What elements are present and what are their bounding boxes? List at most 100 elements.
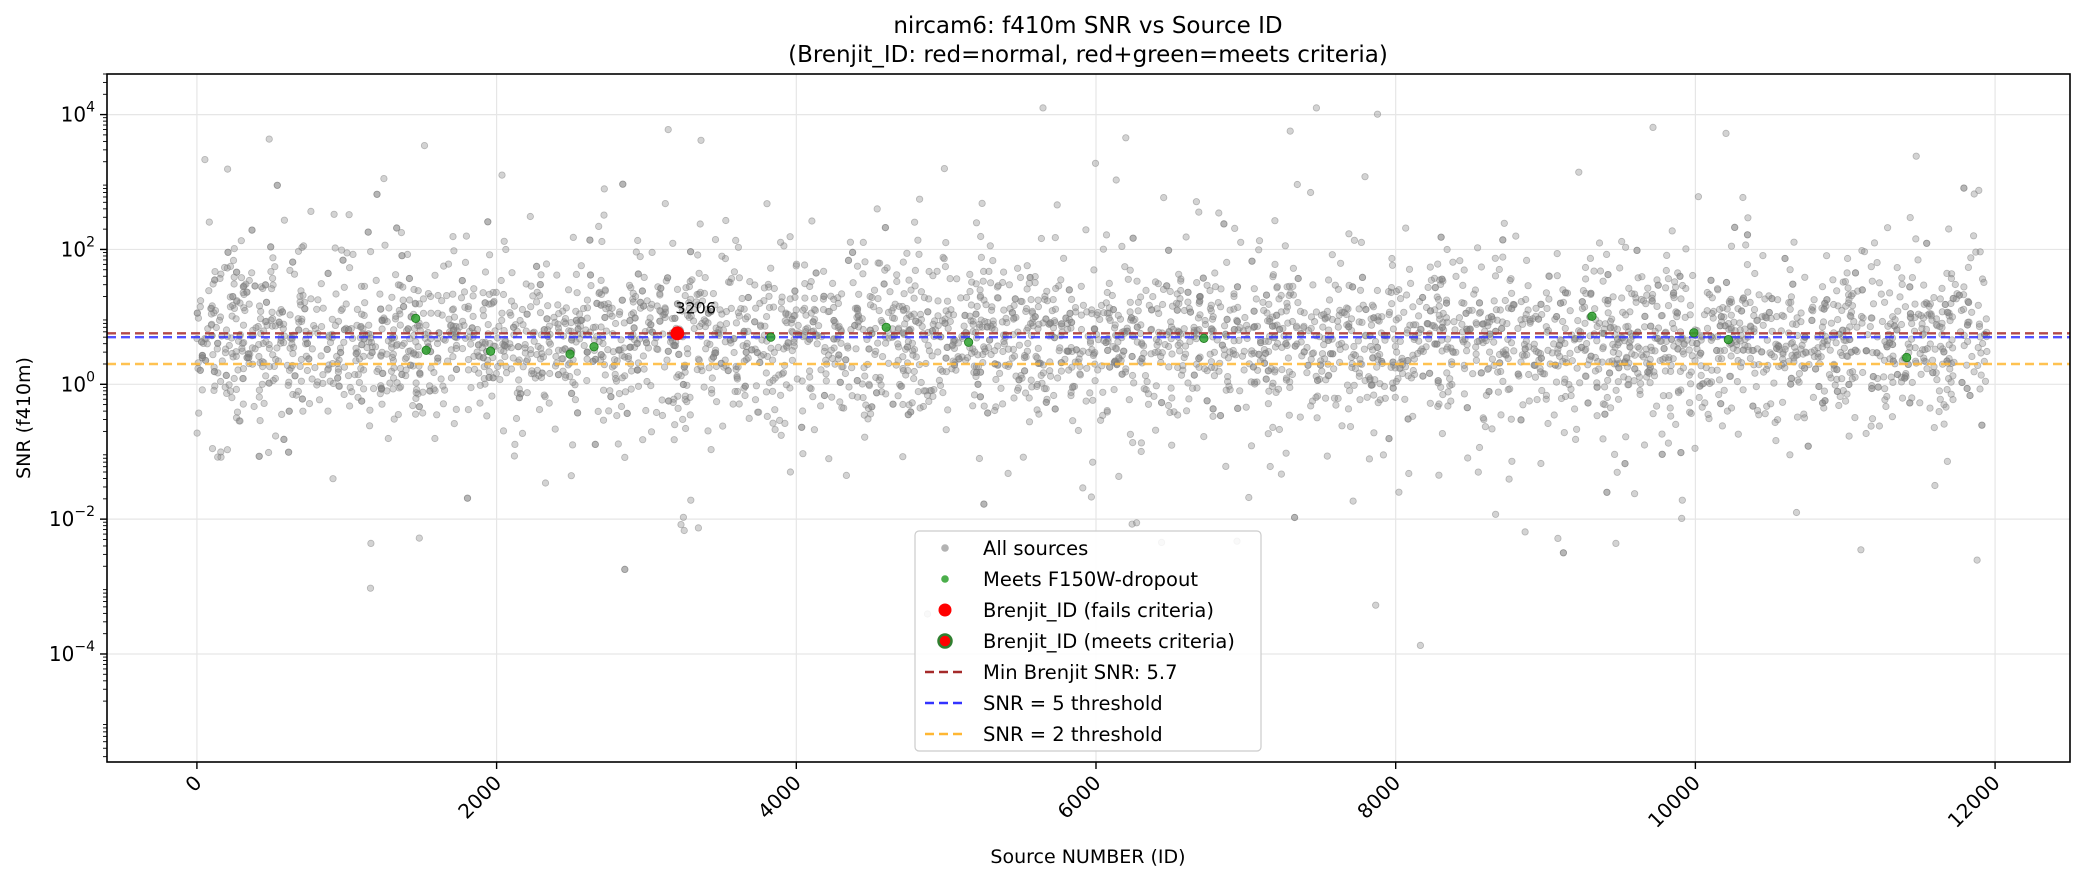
source-point xyxy=(1823,296,1831,304)
source-point xyxy=(439,382,447,390)
source-point xyxy=(807,277,815,286)
source-point xyxy=(1266,462,1274,471)
source-point xyxy=(1426,307,1435,315)
source-point xyxy=(1016,273,1025,282)
source-point xyxy=(303,366,311,375)
source-point xyxy=(1621,459,1629,468)
source-point xyxy=(686,248,695,256)
source-point xyxy=(918,322,926,331)
source-point xyxy=(1665,353,1673,361)
source-point xyxy=(1039,369,1048,377)
source-point xyxy=(899,366,908,375)
source-point xyxy=(1314,376,1322,384)
source-point xyxy=(638,287,647,295)
source-point xyxy=(1209,412,1217,420)
source-point xyxy=(1021,389,1030,397)
source-point xyxy=(577,262,585,270)
source-point xyxy=(1593,337,1601,345)
source-point xyxy=(597,301,605,309)
source-point xyxy=(366,406,374,414)
source-point xyxy=(1160,194,1168,202)
source-point xyxy=(1391,393,1399,401)
source-point xyxy=(1418,345,1426,353)
source-point xyxy=(599,386,608,394)
source-point xyxy=(1357,238,1366,246)
source-point xyxy=(250,402,258,411)
source-point xyxy=(449,353,457,361)
source-point xyxy=(564,286,573,294)
source-point xyxy=(1287,289,1295,297)
source-point xyxy=(1150,392,1158,400)
source-point xyxy=(1037,234,1046,243)
source-point xyxy=(1758,348,1766,356)
source-point xyxy=(1595,239,1604,247)
source-point xyxy=(1389,384,1397,392)
source-point xyxy=(507,365,516,373)
source-point xyxy=(464,366,473,374)
source-point xyxy=(960,322,968,330)
source-point xyxy=(1593,412,1601,420)
source-point xyxy=(1581,372,1590,380)
source-point xyxy=(1658,430,1666,438)
source-point xyxy=(1159,300,1167,309)
source-point xyxy=(1133,323,1141,331)
source-point xyxy=(1867,422,1875,430)
source-point xyxy=(1051,305,1060,313)
source-point xyxy=(1167,384,1175,392)
source-point xyxy=(1970,232,1978,240)
source-point xyxy=(767,264,775,272)
source-point xyxy=(1727,242,1736,250)
source-point xyxy=(600,211,608,219)
source-point xyxy=(1259,298,1267,306)
source-point xyxy=(1495,265,1503,274)
grid-lines xyxy=(107,74,2070,762)
source-point xyxy=(536,309,545,317)
source-point xyxy=(1409,366,1417,375)
source-point xyxy=(1829,276,1837,284)
source-point xyxy=(657,284,665,292)
source-point xyxy=(1218,341,1227,349)
source-point xyxy=(733,387,742,396)
source-point xyxy=(1388,254,1396,263)
source-point xyxy=(412,379,420,387)
source-point xyxy=(1103,408,1111,416)
source-point xyxy=(510,302,519,310)
source-point xyxy=(669,239,677,247)
source-point xyxy=(942,354,950,362)
source-point xyxy=(1404,356,1412,365)
dropout-point xyxy=(766,332,776,342)
source-point xyxy=(1491,272,1500,280)
source-point xyxy=(1148,306,1156,314)
source-point xyxy=(1412,321,1420,329)
source-point xyxy=(1603,250,1611,258)
source-point xyxy=(388,344,396,352)
source-point xyxy=(1622,243,1630,251)
source-point xyxy=(907,408,915,416)
source-point xyxy=(1103,288,1111,297)
source-point xyxy=(1083,364,1091,372)
source-point xyxy=(924,308,932,316)
source-point xyxy=(1275,295,1283,303)
source-point xyxy=(1517,297,1525,306)
source-point xyxy=(1397,294,1405,303)
source-point xyxy=(849,279,857,287)
source-point xyxy=(484,320,492,329)
source-point xyxy=(572,270,581,278)
source-point xyxy=(698,319,706,328)
source-point xyxy=(467,340,475,348)
source-point xyxy=(1015,376,1023,384)
source-point xyxy=(373,190,381,198)
source-point xyxy=(349,250,357,258)
source-point xyxy=(239,374,247,383)
source-point xyxy=(1271,260,1279,268)
source-point xyxy=(615,310,624,318)
source-point xyxy=(301,305,309,313)
source-point xyxy=(1653,402,1661,410)
source-point xyxy=(1360,345,1369,353)
source-point xyxy=(924,341,932,349)
source-point xyxy=(1490,338,1498,346)
source-point xyxy=(490,297,498,305)
source-point xyxy=(1820,387,1829,395)
source-point xyxy=(1873,258,1881,267)
source-point xyxy=(1499,253,1507,261)
